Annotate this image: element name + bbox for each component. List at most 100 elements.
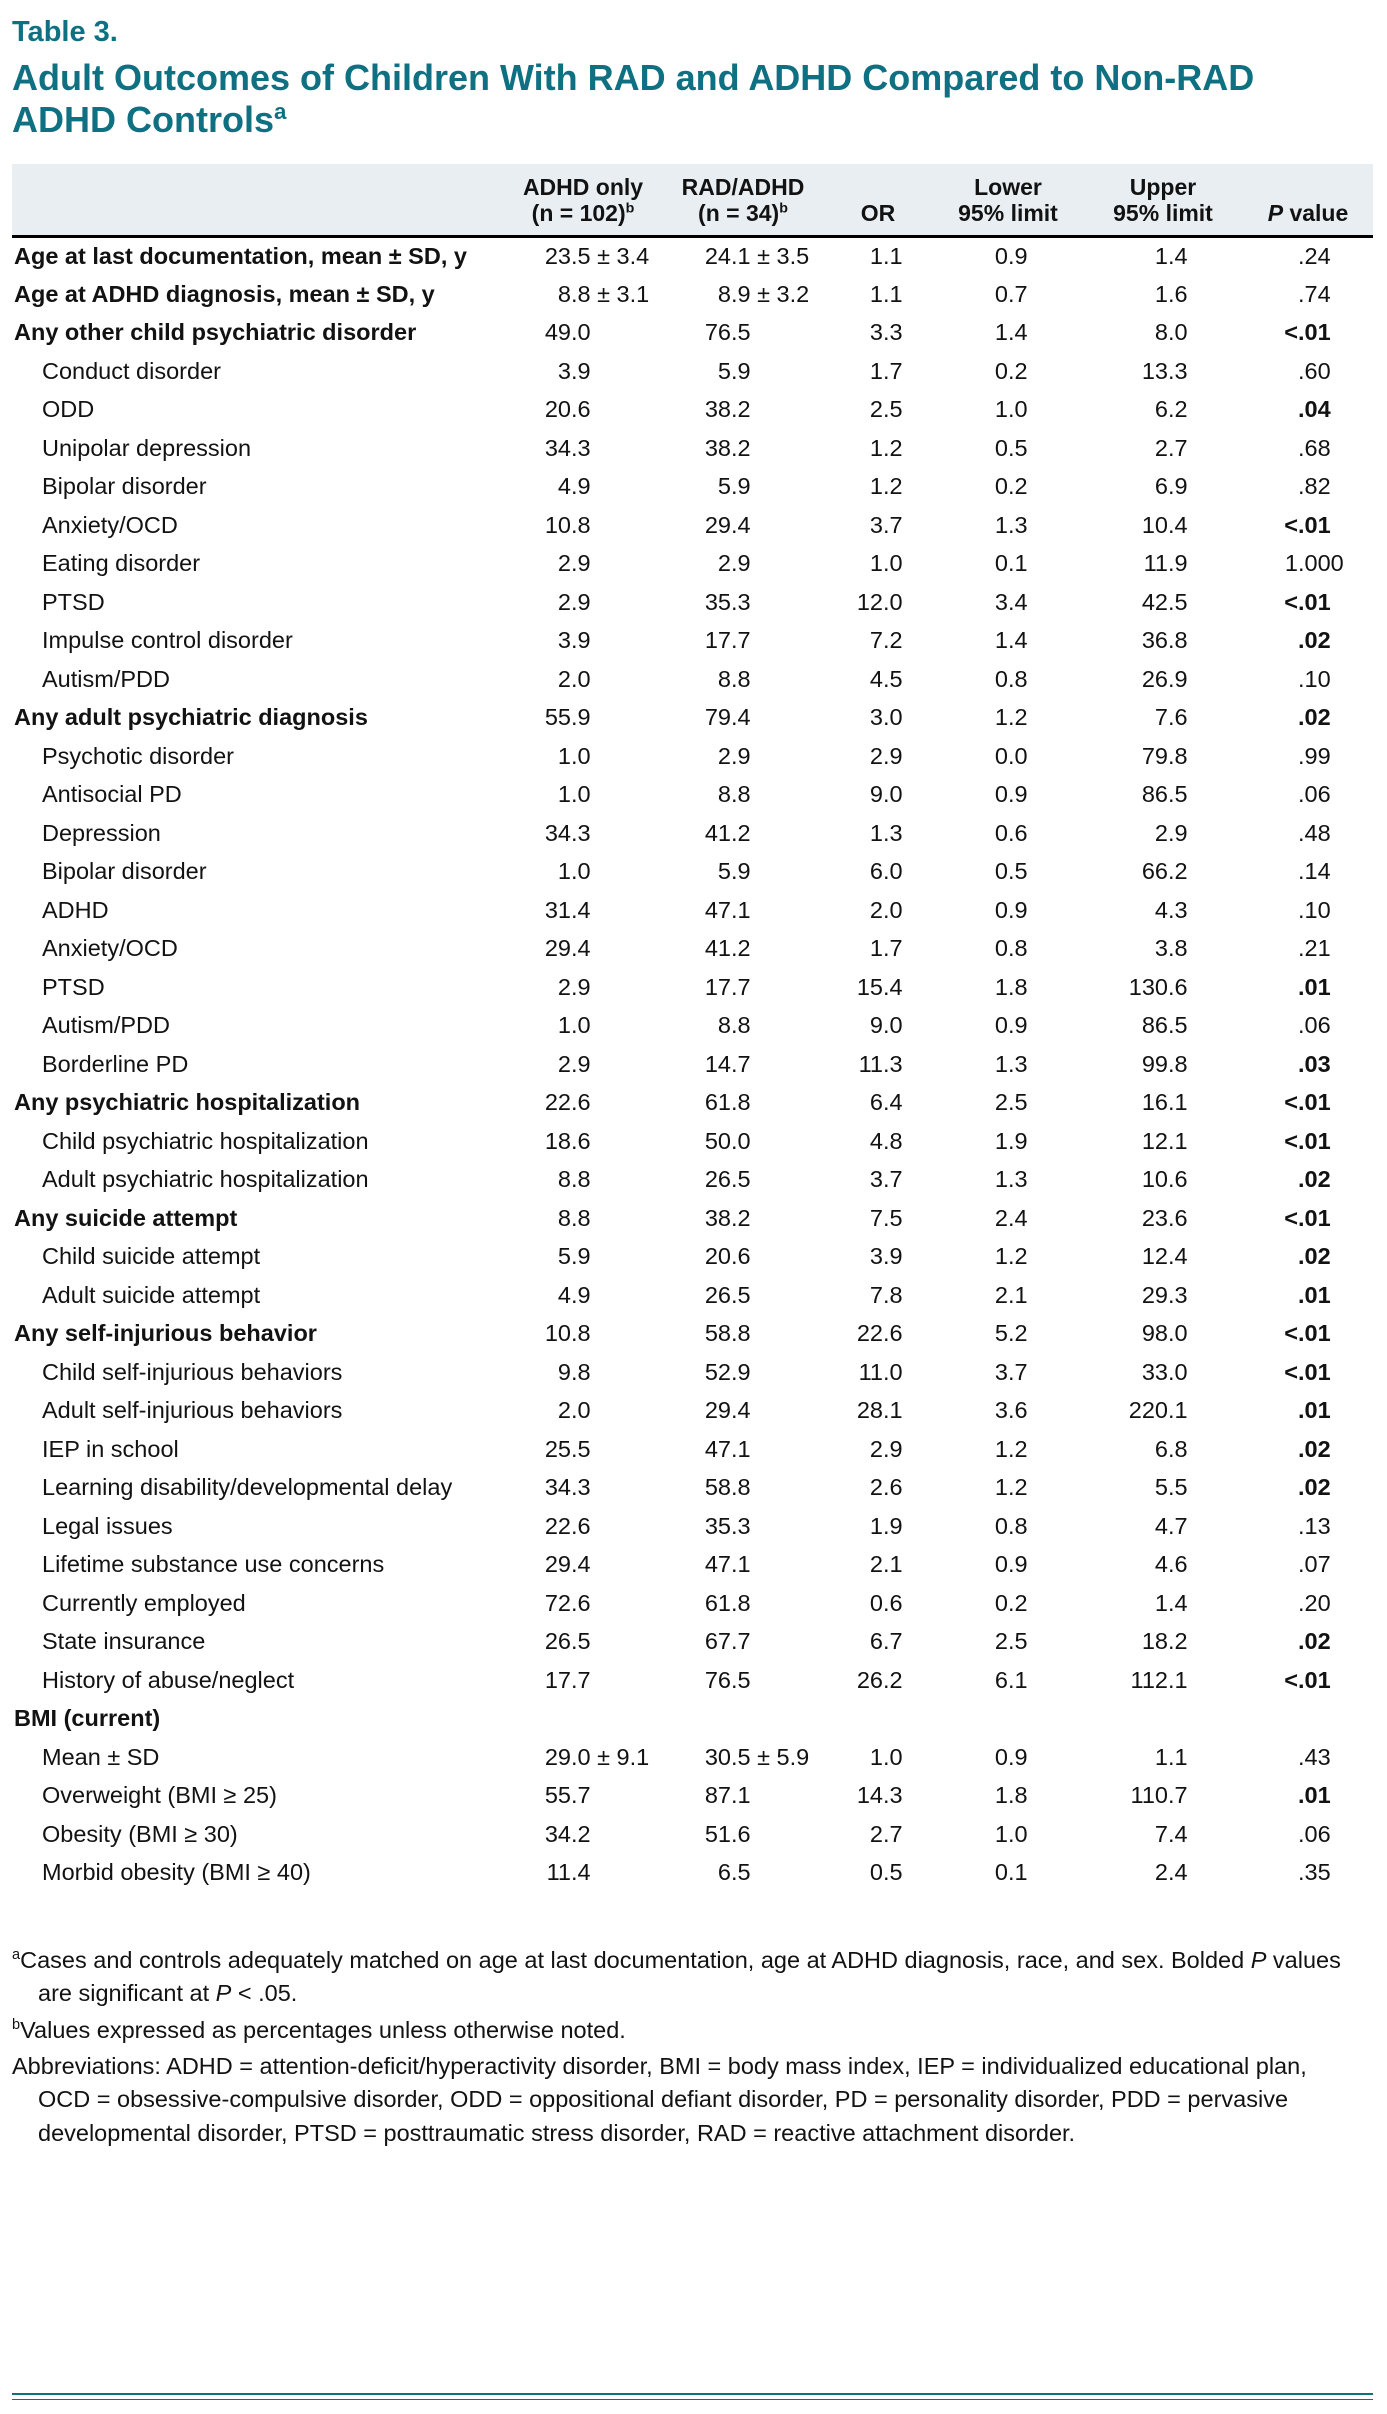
value-cell: 6.7 (869, 1628, 903, 1655)
column-header: Lower 95% limit (933, 163, 1083, 238)
value-cell: 2.9 (869, 1435, 903, 1462)
table-row: Any psychiatric hospitalization 22.6 61.8 6… (12, 1083, 1373, 1122)
value-cell: 38.2 (704, 1204, 751, 1231)
value-cell: 11.3 (858, 1050, 903, 1077)
value-cell: 2.9 (717, 550, 751, 577)
row-label: Antisocial PD (42, 781, 182, 808)
value-cell: 3.7 (869, 1166, 903, 1193)
table-row: Child psychiatric hospitalization 18.6 50.… (12, 1122, 1373, 1161)
row-label: ADHD (42, 896, 109, 923)
value-cell: 2.5 (994, 1628, 1028, 1655)
value-cell: 8.8 (717, 781, 751, 808)
p-value-cell (1243, 1699, 1373, 1738)
p-value-cell: .48 (1298, 819, 1331, 846)
value-cell: 55.9 (544, 704, 591, 731)
value-cell: 4.3 (1154, 896, 1188, 923)
value-cell: 0.1 (994, 1859, 1028, 1886)
row-label: Anxiety/OCD (42, 511, 178, 538)
value-cell: 1.9 (994, 1127, 1028, 1154)
table-row: Any adult psychiatric diagnosis 55.9 79.4 3… (12, 698, 1373, 737)
footnote: Abbreviations: ADHD = attention-deficit/… (12, 2052, 1307, 2146)
value-cell: 4.5 (869, 665, 903, 692)
row-label: PTSD (42, 588, 105, 615)
value-cell: 1.4 (1154, 1589, 1188, 1616)
row-label: Overweight (BMI ≥ 25) (42, 1782, 277, 1809)
table-row: Conduct disorder 3.9 5.9 1.7 0.2 13.3 .60 (12, 352, 1373, 391)
value-cell: 8.0 (1154, 319, 1188, 346)
value-cell: 22.6 (544, 1089, 591, 1116)
value-cell: 0.6 (869, 1589, 903, 1616)
row-label: Morbid obesity (BMI ≥ 40) (42, 1859, 311, 1886)
p-value-cell: .10 (1298, 896, 1331, 923)
p-value-cell: <.01 (1284, 1666, 1331, 1693)
value-cell: 6.5 (717, 1859, 751, 1886)
value-cell: 2.7 (1154, 434, 1188, 461)
p-value-cell: .06 (1298, 781, 1331, 808)
value-cell: 6.9 (1154, 473, 1188, 500)
value-cell: 41.2 (704, 819, 751, 846)
row-label: Currently employed (42, 1589, 246, 1616)
row-label: Child suicide attempt (42, 1243, 261, 1270)
value-cell (503, 1699, 663, 1738)
value-cell: 1.0 (869, 550, 903, 577)
p-value-cell: <.01 (1284, 1358, 1331, 1385)
row-label: Autism/PDD (42, 665, 170, 692)
table-row: Depression 34.3 41.2 1.3 0.6 2.9 .48 (12, 814, 1373, 853)
p-value-cell: .02 (1298, 1435, 1331, 1462)
table-row: History of abuse/neglect 17.7 76.5 26.2 6.1 1… (12, 1661, 1373, 1700)
table-title-text: Adult Outcomes of Children With RAD and … (12, 57, 1255, 141)
value-cell: 33.0 (1141, 1358, 1188, 1385)
value-cell: 52.9 (704, 1358, 751, 1385)
value-cell: 76.5 (704, 319, 751, 346)
row-label: Any self-injurious behavior (14, 1320, 317, 1347)
table-row: PTSD 2.9 17.7 15.4 1.8 130.6 .01 (12, 968, 1373, 1007)
value-cell: 1.2 (994, 1243, 1028, 1270)
table-row: Autism/PDD 2.0 8.8 4.5 0.8 26.9 .10 (12, 660, 1373, 699)
value-cell: 3.7 (869, 511, 903, 538)
value-cell: 1.7 (869, 935, 903, 962)
value-cell: 26.5 (704, 1166, 751, 1193)
column-header: OR (823, 163, 933, 238)
value-cell: 5.9 (557, 1243, 591, 1270)
value-cell: 0.5 (994, 858, 1028, 885)
value-cell: 3.7 (994, 1358, 1028, 1385)
value-cell: 12.4 (1141, 1243, 1188, 1270)
p-value-cell: .06 (1298, 1820, 1331, 1847)
row-label: IEP in school (42, 1435, 179, 1462)
p-value-cell: .60 (1298, 357, 1331, 384)
value-cell: 18.6 (544, 1127, 591, 1154)
value-cell: 1.4 (1154, 242, 1188, 269)
value-cell: 29.4 (704, 1397, 751, 1424)
value-cell: 1.0 (994, 396, 1028, 423)
value-cell: 34.3 (544, 434, 591, 461)
value-cell: 1.9 (869, 1512, 903, 1539)
value-cell: 2.5 (869, 396, 903, 423)
table-row: Eating disorder 2.9 2.9 1.0 0.1 11.9 1.000 (12, 544, 1373, 583)
row-label: Conduct disorder (42, 357, 221, 384)
column-header: ADHD only (n = 102)b (503, 163, 663, 238)
value-cell: 2.9 (557, 1050, 591, 1077)
table-title: Adult Outcomes of Children With RAD and … (12, 57, 1257, 142)
row-label: Child self-injurious behaviors (42, 1358, 343, 1385)
row-label: Age at ADHD diagnosis, mean ± SD, y (14, 280, 435, 307)
value-cell: 3.9 (557, 627, 591, 654)
value-cell: 4.7 (1154, 1512, 1188, 1539)
value-cell: 22.6 (544, 1512, 591, 1539)
value-cell: 0.5 (994, 434, 1028, 461)
table-row: Legal issues 22.6 35.3 1.9 0.8 4.7 .13 (12, 1507, 1373, 1546)
value-cell: 26.9 (1141, 665, 1188, 692)
row-label: Any psychiatric hospitalization (14, 1089, 361, 1116)
value-cell: 29.4 (704, 511, 751, 538)
value-cell: 8.8 (717, 665, 751, 692)
p-value-cell: <.01 (1284, 1089, 1331, 1116)
value-cell: 11.9 (1143, 550, 1188, 577)
table-row: Mean ± SD 29.0 ± 9.1 30.5 ± 5.9 1.0 0.9 1.1 .4… (12, 1738, 1373, 1777)
value-cell: 34.3 (544, 819, 591, 846)
value-cell: 10.6 (1141, 1166, 1188, 1193)
row-label: Lifetime substance use concerns (42, 1551, 385, 1578)
row-label: Child psychiatric hospitalization (42, 1127, 369, 1154)
column-header: Upper 95% limit (1083, 163, 1243, 238)
header-row: ADHD only (n = 102)b RAD/ADHD (n = 34)b OR Lo… (12, 163, 1373, 238)
value-cell: 1.3 (994, 1166, 1028, 1193)
